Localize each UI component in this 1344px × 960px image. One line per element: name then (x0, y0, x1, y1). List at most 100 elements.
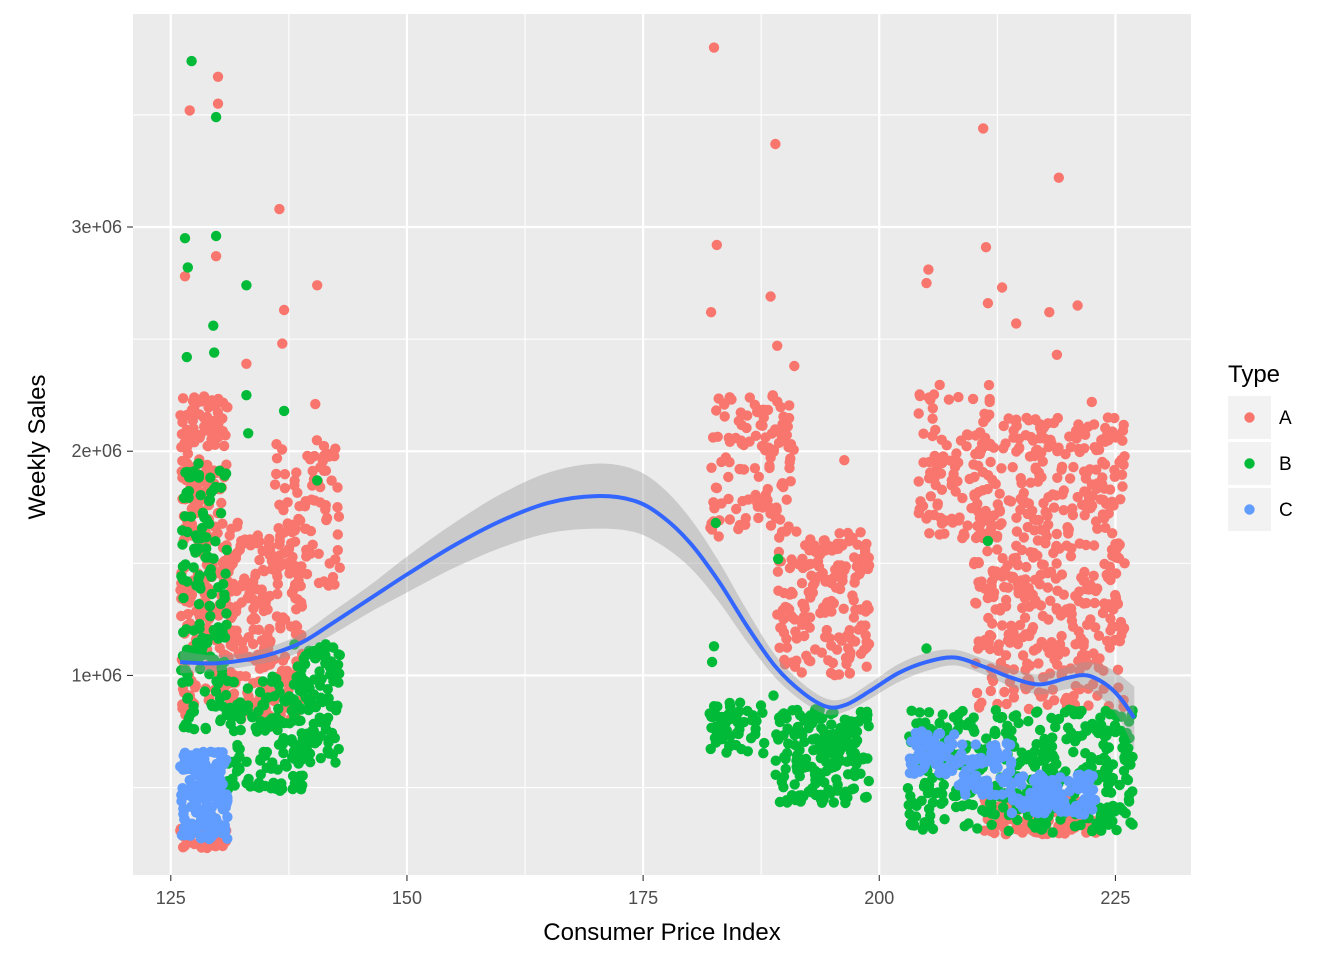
point-B-438 (742, 705, 753, 717)
point-A-1385 (1051, 604, 1063, 615)
point-A-1382 (1032, 515, 1043, 526)
point-B-1031 (243, 428, 254, 439)
point-B-112 (206, 571, 217, 582)
point-A-581 (334, 562, 345, 573)
point-A-486 (290, 593, 301, 604)
point-A-1494 (1082, 658, 1093, 669)
point-B-978 (1050, 721, 1061, 733)
point-B-139 (210, 701, 221, 712)
point-A-867 (861, 600, 873, 611)
point-B-1021 (210, 111, 222, 123)
point-A-1213 (1018, 532, 1030, 543)
point-A-888 (791, 655, 802, 666)
point-A-1632 (921, 277, 932, 289)
point-A-646 (706, 462, 717, 473)
point-A-819 (810, 644, 821, 655)
point-A-1344 (1100, 602, 1112, 613)
point-A-575 (332, 529, 343, 540)
point-B-1019 (1045, 764, 1057, 775)
point-B-510 (770, 769, 781, 780)
point-A-1346 (1051, 540, 1062, 552)
point-B-236 (234, 743, 245, 755)
legend-label-C: C (1279, 500, 1293, 521)
point-A-1485 (1038, 672, 1049, 683)
point-B-239 (271, 719, 282, 731)
point-B-1020 (186, 55, 197, 67)
point-B-255 (257, 676, 269, 687)
point-B-839 (1003, 825, 1014, 837)
point-A-688 (777, 478, 788, 489)
point-B-1028 (209, 347, 220, 358)
point-B-25 (205, 472, 216, 483)
point-B-137 (177, 574, 189, 585)
point-C-304 (972, 753, 984, 764)
point-B-584 (798, 791, 809, 802)
point-A-421 (256, 584, 267, 595)
point-B-13 (193, 458, 204, 469)
point-A-541 (282, 518, 293, 529)
point-C-216 (912, 731, 923, 743)
point-A-703 (788, 444, 799, 455)
point-A-490 (275, 619, 286, 631)
point-B-386 (322, 712, 334, 723)
point-A-865 (778, 627, 790, 638)
point-A-891 (832, 538, 843, 549)
point-A-901 (924, 528, 935, 539)
point-B-930 (1104, 709, 1116, 720)
point-B-37 (204, 669, 215, 680)
point-A-435 (273, 523, 284, 534)
point-B-970 (1122, 774, 1134, 786)
point-A-736 (784, 562, 796, 574)
point-B-820 (1068, 746, 1079, 758)
point-A-1269 (1043, 519, 1054, 530)
point-A-998 (1048, 502, 1060, 513)
point-B-108 (213, 678, 224, 689)
point-A-723 (781, 429, 792, 441)
point-B-682 (1053, 713, 1065, 725)
point-A-809 (805, 534, 816, 545)
point-A-982 (953, 515, 964, 526)
point-A-629 (769, 424, 781, 435)
point-A-1353 (1032, 444, 1043, 456)
point-B-620 (773, 732, 785, 744)
point-A-917 (951, 448, 962, 459)
point-B-23 (210, 536, 221, 547)
point-B-1002 (1029, 746, 1040, 757)
point-C-227 (915, 745, 926, 756)
point-B-6 (199, 686, 210, 697)
point-A-1638 (1051, 349, 1063, 360)
point-A-1271 (1114, 636, 1126, 647)
point-B-147 (215, 482, 227, 493)
point-A-1622 (770, 138, 781, 150)
point-A-1106 (1065, 551, 1077, 562)
point-A-1313 (1046, 437, 1057, 448)
point-A-980 (923, 509, 935, 521)
point-A-1227 (1045, 595, 1056, 606)
point-A-1468 (1054, 639, 1066, 650)
point-A-802 (784, 589, 795, 600)
point-A-1396 (1050, 490, 1062, 501)
point-B-71 (194, 570, 205, 581)
point-A-1639 (1086, 396, 1098, 408)
point-B-278 (234, 703, 245, 715)
point-A-904 (943, 394, 955, 405)
point-B-684 (938, 779, 949, 791)
point-B-78 (179, 511, 191, 522)
point-B-909 (914, 707, 925, 718)
point-A-1188 (986, 576, 998, 587)
point-A-1306 (1011, 414, 1022, 425)
point-B-53 (221, 608, 232, 619)
point-A-952 (939, 515, 950, 526)
point-A-1146 (997, 553, 1008, 564)
point-A-1389 (1109, 471, 1121, 482)
point-B-95 (208, 553, 219, 564)
legend-item-B: B (1228, 442, 1292, 485)
point-A-1092 (1118, 419, 1129, 431)
point-B-627 (794, 771, 805, 782)
point-A-473 (259, 566, 270, 577)
point-B-127 (177, 650, 189, 661)
point-A-1372 (1107, 550, 1118, 561)
point-B-953 (1125, 817, 1136, 828)
point-B-143 (183, 676, 194, 687)
point-B-829 (1101, 786, 1112, 798)
